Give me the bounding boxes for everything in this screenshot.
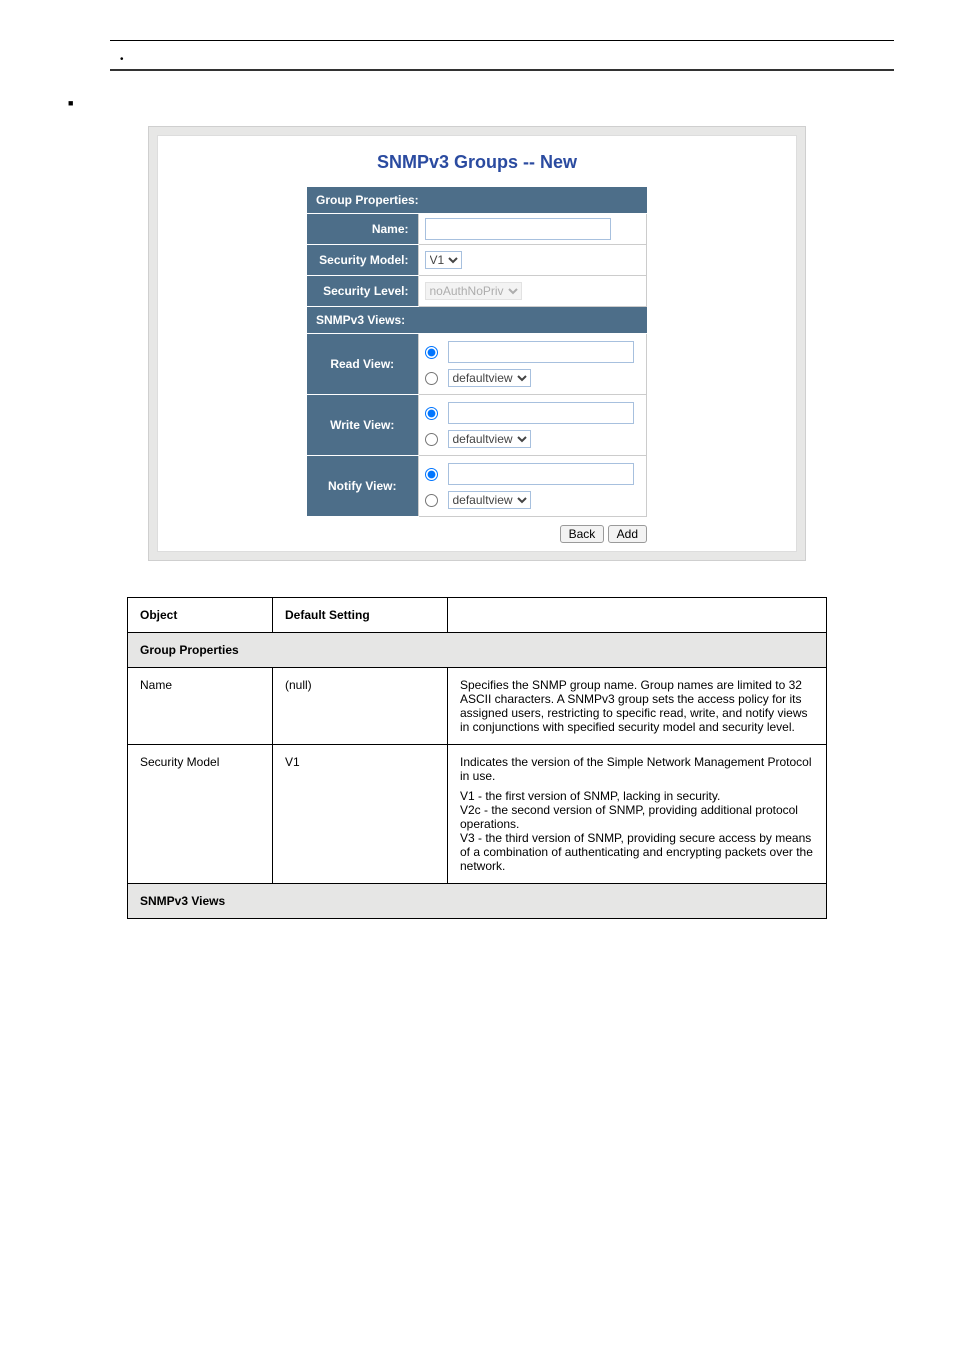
name-label: Name: — [307, 214, 418, 245]
add-button[interactable]: Add — [608, 525, 647, 543]
write-view-text-radio[interactable] — [425, 407, 438, 420]
back-button[interactable]: Back — [560, 525, 605, 543]
notify-view-select-radio[interactable] — [425, 494, 438, 507]
band-group-properties: Group Properties — [128, 633, 827, 668]
write-view-label: Write View: — [307, 395, 418, 456]
snmpv3-groups-new-panel: SNMPv3 Groups -- New Group Properties: N… — [148, 126, 806, 561]
notify-view-select[interactable]: defaultview — [448, 491, 531, 509]
notify-view-text-radio[interactable] — [425, 468, 438, 481]
col-default: Default Setting — [273, 598, 448, 633]
notify-view-label: Notify View: — [307, 456, 418, 517]
table-row: Security Model V1 Indicates the version … — [128, 745, 827, 884]
read-view-label: Read View: — [307, 334, 418, 395]
cell-object: Security Model — [128, 745, 273, 884]
write-view-select[interactable]: defaultview — [448, 430, 531, 448]
write-view-select-radio[interactable] — [425, 433, 438, 446]
panel-title: SNMPv3 Groups -- New — [164, 152, 790, 173]
band-snmpv3-views: SNMPv3 Views — [128, 884, 827, 919]
name-input[interactable] — [425, 218, 611, 240]
read-view-select-radio[interactable] — [425, 372, 438, 385]
cell-desc: Indicates the version of the Simple Netw… — [448, 745, 827, 884]
snmpv3-views-header: SNMPv3 Views: — [307, 307, 647, 334]
group-properties-header: Group Properties: — [307, 187, 647, 214]
read-view-select[interactable]: defaultview — [448, 369, 531, 387]
table-row: Name (null) Specifies the SNMP group nam… — [128, 668, 827, 745]
cell-desc: Specifies the SNMP group name. Group nam… — [448, 668, 827, 745]
cell-default: (null) — [273, 668, 448, 745]
security-model-select[interactable]: V1 — [425, 251, 462, 269]
read-view-text-input[interactable] — [448, 341, 634, 363]
cell-default: V1 — [273, 745, 448, 884]
col-object: Object — [128, 598, 273, 633]
col-description — [448, 598, 827, 633]
read-view-text-radio[interactable] — [425, 346, 438, 359]
square-bullet: ■ — [68, 99, 894, 108]
write-view-text-input[interactable] — [448, 402, 634, 424]
security-model-label: Security Model: — [307, 245, 418, 276]
notify-view-text-input[interactable] — [448, 463, 634, 485]
security-level-select: noAuthNoPriv — [425, 282, 522, 300]
security-level-label: Security Level: — [307, 276, 418, 307]
cell-object: Name — [128, 668, 273, 745]
list-item-bullet — [120, 51, 894, 63]
description-table: Object Default Setting Group Properties … — [127, 597, 827, 919]
